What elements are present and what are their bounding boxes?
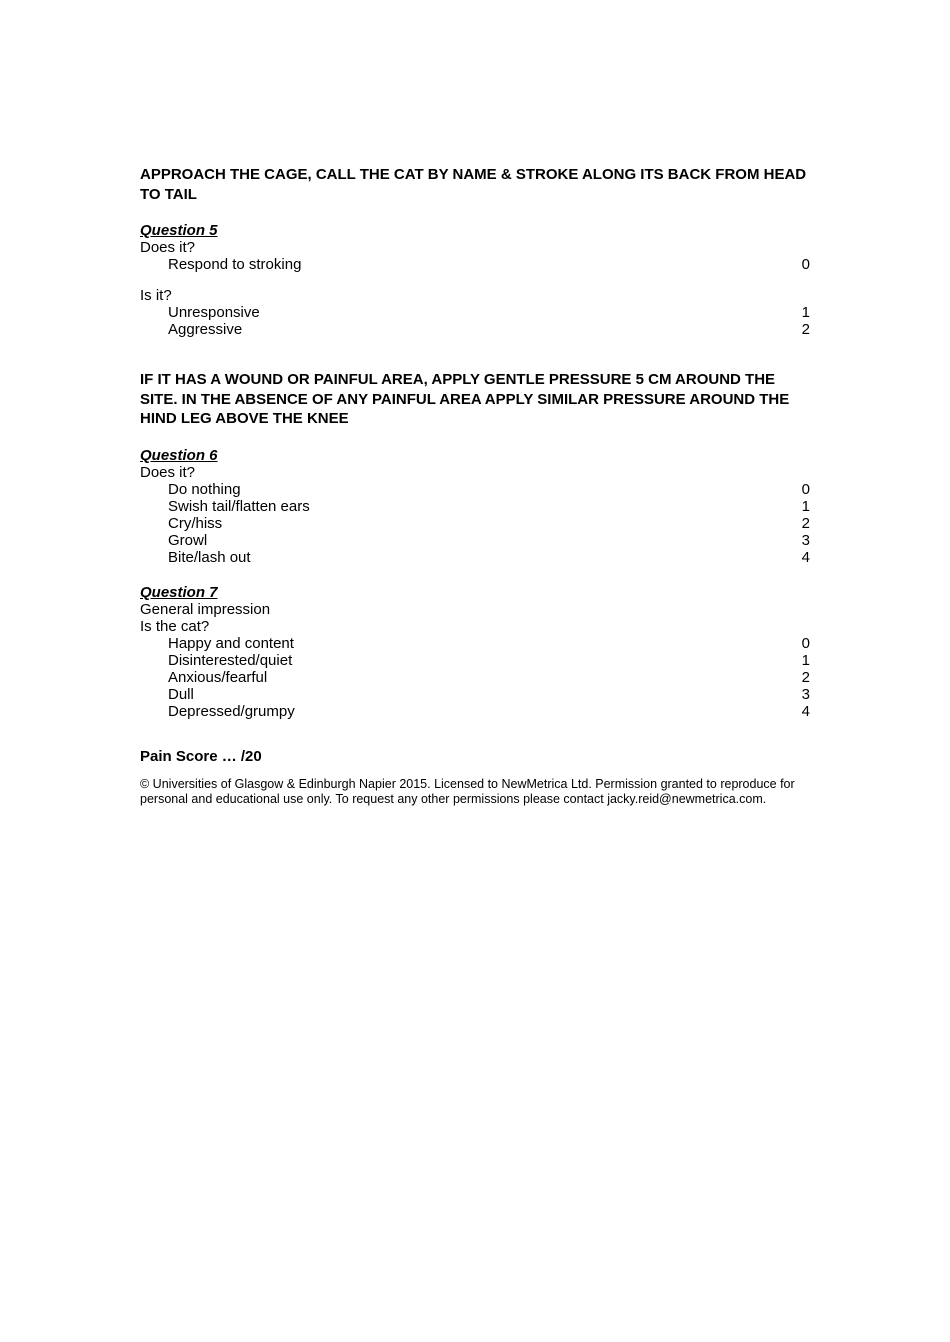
option-score: 0	[790, 481, 810, 498]
option-label: Do nothing	[140, 481, 241, 498]
question-5-title: Question 5	[140, 222, 810, 239]
option-label: Aggressive	[140, 321, 242, 338]
option-score: 1	[790, 304, 810, 321]
question-7-option: Anxious/fearful 2	[140, 669, 810, 686]
option-label: Unresponsive	[140, 304, 260, 321]
question-5-option: Aggressive 2	[140, 321, 810, 338]
question-5-prompt-2: Is it?	[140, 287, 810, 304]
question-7-title: Question 7	[140, 584, 810, 601]
option-label: Disinterested/quiet	[140, 652, 292, 669]
page-content: APPROACH THE CAGE, CALL THE CAT BY NAME …	[0, 0, 950, 868]
option-label: Swish tail/flatten ears	[140, 498, 310, 515]
question-7-option: Happy and content 0	[140, 635, 810, 652]
question-5-option: Unresponsive 1	[140, 304, 810, 321]
option-score: 1	[790, 498, 810, 515]
option-score: 1	[790, 652, 810, 669]
copyright-notice: © Universities of Glasgow & Edinburgh Na…	[140, 777, 810, 808]
option-score: 2	[790, 515, 810, 532]
option-label: Respond to stroking	[140, 256, 301, 273]
option-score: 0	[790, 256, 810, 273]
question-7-block: Question 7 General impression Is the cat…	[140, 584, 810, 720]
option-label: Happy and content	[140, 635, 294, 652]
option-score: 3	[790, 686, 810, 703]
option-score: 0	[790, 635, 810, 652]
instruction-2: IF IT HAS A WOUND OR PAINFUL AREA, APPLY…	[140, 370, 810, 429]
question-7-sub-2: Is the cat?	[140, 618, 810, 635]
question-6-option: Do nothing 0	[140, 481, 810, 498]
option-label: Bite/lash out	[140, 549, 251, 566]
question-6-prompt: Does it?	[140, 464, 810, 481]
option-label: Cry/hiss	[140, 515, 222, 532]
option-score: 4	[790, 549, 810, 566]
option-score: 2	[790, 321, 810, 338]
option-score: 4	[790, 703, 810, 720]
question-6-block: Question 6 Does it? Do nothing 0 Swish t…	[140, 447, 810, 566]
question-6-option: Growl 3	[140, 532, 810, 549]
option-label: Depressed/grumpy	[140, 703, 295, 720]
question-7-option: Depressed/grumpy 4	[140, 703, 810, 720]
question-5-option: Respond to stroking 0	[140, 256, 810, 273]
question-7-option: Disinterested/quiet 1	[140, 652, 810, 669]
option-label: Anxious/fearful	[140, 669, 267, 686]
question-6-title: Question 6	[140, 447, 810, 464]
question-6-option: Cry/hiss 2	[140, 515, 810, 532]
option-score: 3	[790, 532, 810, 549]
question-6-option: Swish tail/flatten ears 1	[140, 498, 810, 515]
pain-score: Pain Score … /20	[140, 748, 810, 765]
question-5-prompt-1: Does it?	[140, 239, 810, 256]
question-7-sub-1: General impression	[140, 601, 810, 618]
instruction-1: APPROACH THE CAGE, CALL THE CAT BY NAME …	[140, 165, 810, 204]
question-5-block: Question 5 Does it? Respond to stroking …	[140, 222, 810, 338]
question-7-option: Dull 3	[140, 686, 810, 703]
option-label: Dull	[140, 686, 194, 703]
option-label: Growl	[140, 532, 207, 549]
question-6-option: Bite/lash out 4	[140, 549, 810, 566]
option-score: 2	[790, 669, 810, 686]
